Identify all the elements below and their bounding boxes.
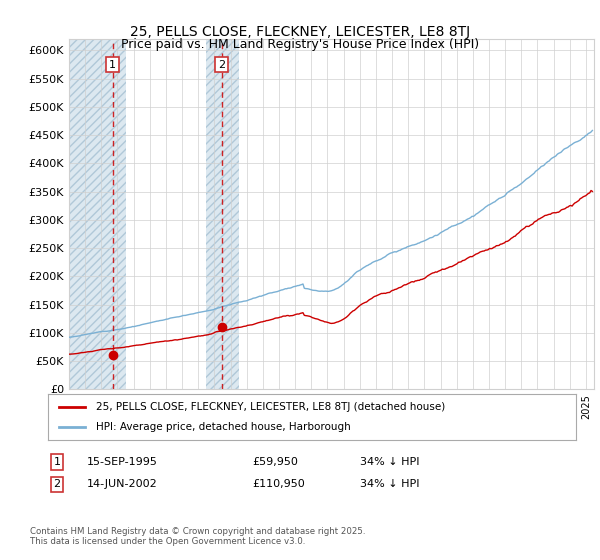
Text: 2: 2 bbox=[218, 59, 226, 69]
Text: 1: 1 bbox=[53, 457, 61, 467]
Text: £59,950: £59,950 bbox=[252, 457, 298, 467]
Bar bbox=[69, 39, 125, 389]
Text: Price paid vs. HM Land Registry's House Price Index (HPI): Price paid vs. HM Land Registry's House … bbox=[121, 38, 479, 50]
Text: 25, PELLS CLOSE, FLECKNEY, LEICESTER, LE8 8TJ: 25, PELLS CLOSE, FLECKNEY, LEICESTER, LE… bbox=[130, 25, 470, 39]
Text: 15-SEP-1995: 15-SEP-1995 bbox=[87, 457, 158, 467]
Bar bbox=[206, 39, 239, 389]
Text: 2: 2 bbox=[53, 479, 61, 489]
Text: 1: 1 bbox=[109, 59, 116, 69]
Text: 34% ↓ HPI: 34% ↓ HPI bbox=[360, 457, 419, 467]
Text: 34% ↓ HPI: 34% ↓ HPI bbox=[360, 479, 419, 489]
Text: 25, PELLS CLOSE, FLECKNEY, LEICESTER, LE8 8TJ (detached house): 25, PELLS CLOSE, FLECKNEY, LEICESTER, LE… bbox=[95, 402, 445, 412]
Bar bbox=[206, 39, 239, 389]
Bar bbox=[69, 39, 125, 389]
Text: 14-JUN-2002: 14-JUN-2002 bbox=[87, 479, 158, 489]
Text: £110,950: £110,950 bbox=[252, 479, 305, 489]
Text: Contains HM Land Registry data © Crown copyright and database right 2025.
This d: Contains HM Land Registry data © Crown c… bbox=[30, 526, 365, 546]
Text: HPI: Average price, detached house, Harborough: HPI: Average price, detached house, Harb… bbox=[95, 422, 350, 432]
